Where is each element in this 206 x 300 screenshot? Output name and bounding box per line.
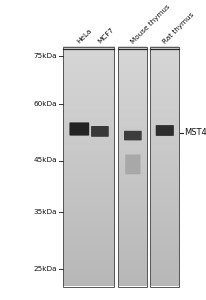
FancyBboxPatch shape xyxy=(124,131,142,140)
Text: HeLa: HeLa xyxy=(76,28,93,45)
Text: MST4: MST4 xyxy=(184,128,206,137)
FancyBboxPatch shape xyxy=(156,125,174,136)
Text: 35kDa: 35kDa xyxy=(33,208,57,214)
Text: 60kDa: 60kDa xyxy=(33,100,57,106)
Text: 45kDa: 45kDa xyxy=(33,158,57,164)
Bar xyxy=(118,46,147,286)
Text: Mouse thymus: Mouse thymus xyxy=(130,4,171,45)
FancyBboxPatch shape xyxy=(69,122,89,136)
Text: Rat thymus: Rat thymus xyxy=(162,11,195,45)
Bar xyxy=(150,46,179,286)
Bar xyxy=(63,46,114,286)
Text: MCF7: MCF7 xyxy=(97,27,115,45)
FancyBboxPatch shape xyxy=(91,126,109,137)
FancyBboxPatch shape xyxy=(125,154,140,174)
Text: 25kDa: 25kDa xyxy=(33,266,57,272)
Text: 75kDa: 75kDa xyxy=(33,52,57,59)
